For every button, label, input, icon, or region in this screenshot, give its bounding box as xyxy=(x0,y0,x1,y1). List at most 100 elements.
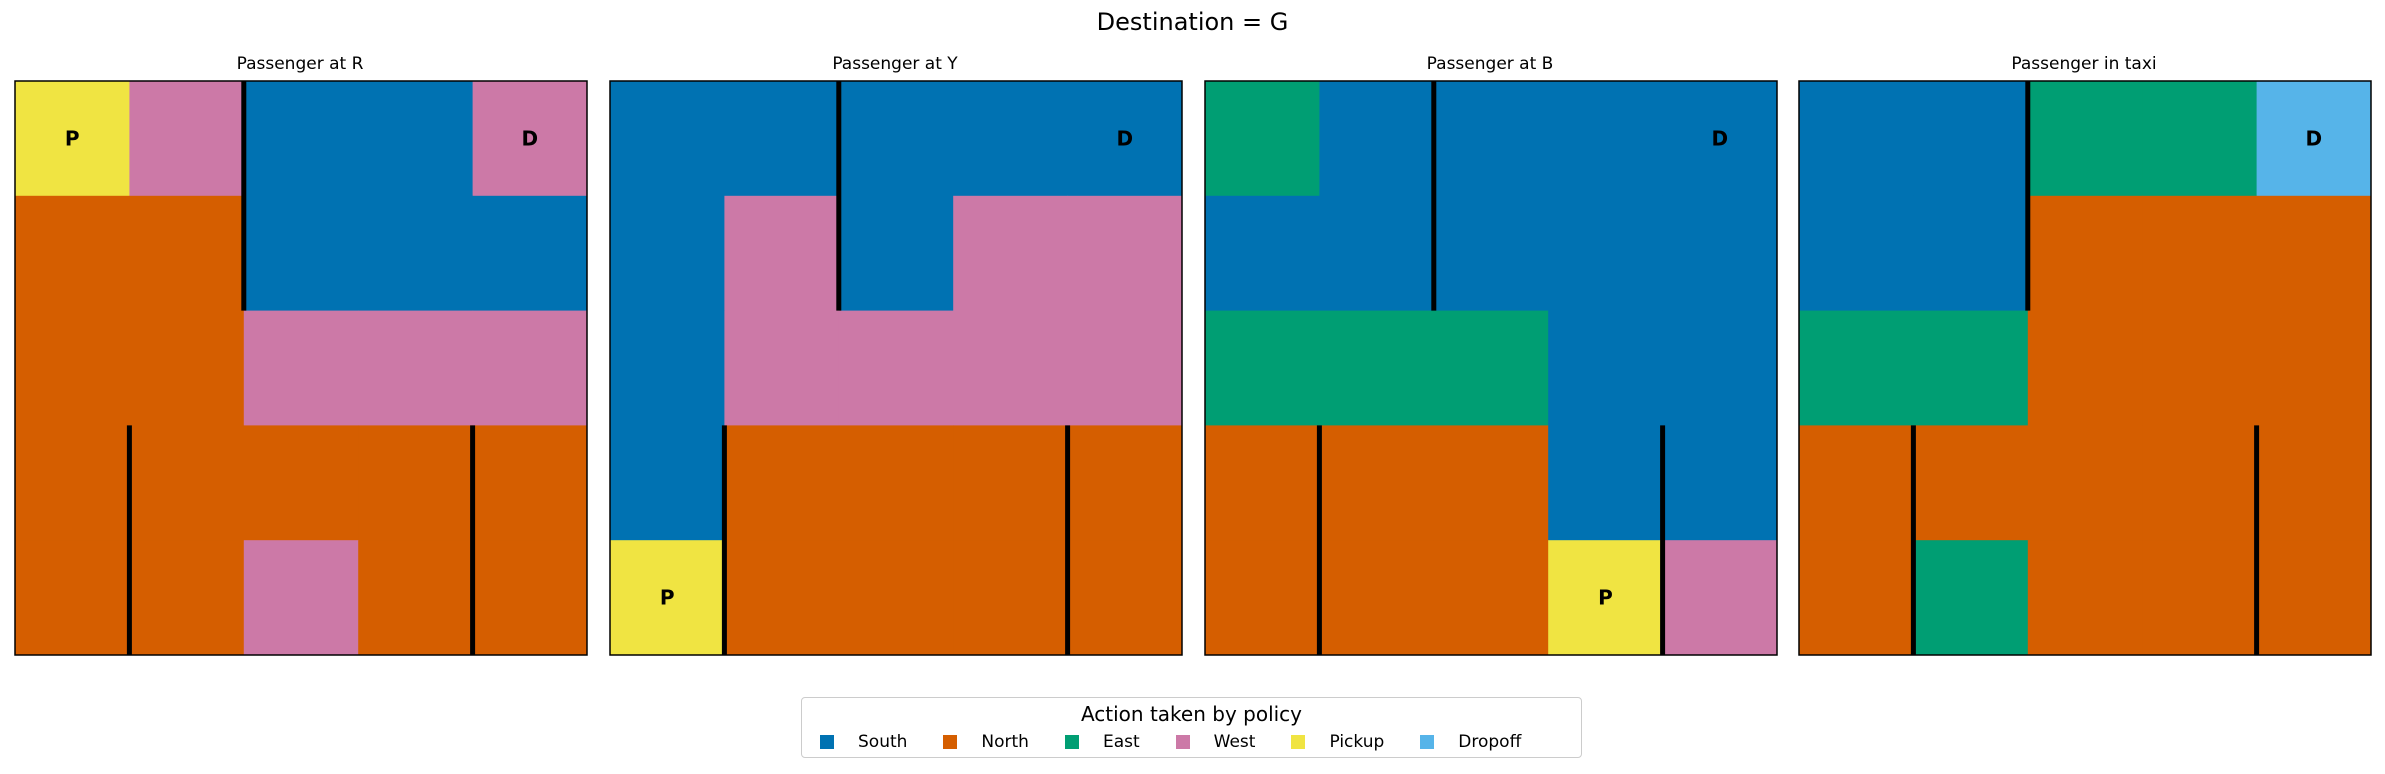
legend-swatch xyxy=(1420,735,1435,749)
cell-3-4-north xyxy=(472,425,588,541)
panel-title: Passenger at B xyxy=(1426,54,1554,74)
cell-1-3-west xyxy=(953,195,1069,312)
cell-4-2-west xyxy=(243,540,359,656)
cell-0-4-west xyxy=(472,81,588,197)
cell-0-4-south xyxy=(1662,81,1778,197)
grid-border xyxy=(1204,80,1778,656)
legend-item-dropoff: Dropoff xyxy=(1420,732,1521,752)
cell-2-3-north xyxy=(2142,310,2258,426)
cell-0-1-west xyxy=(129,81,245,197)
cell-2-4-west xyxy=(1067,310,1183,426)
cell-3-4-south xyxy=(1662,425,1778,541)
cell-1-1-west xyxy=(724,195,840,312)
cell-0-4-south xyxy=(1067,81,1183,197)
legend-label: South xyxy=(858,732,908,752)
marker-d: D xyxy=(521,126,538,150)
cell-1-4-south xyxy=(1662,195,1778,312)
cell-2-3-west xyxy=(953,310,1069,426)
cell-0-0-south xyxy=(1799,81,1914,197)
cell-2-2-west xyxy=(243,310,359,426)
cell-2-4-north xyxy=(2256,310,2372,426)
cell-1-3-south xyxy=(1548,195,1664,312)
cell-0-1-south xyxy=(724,81,840,197)
cell-1-3-south xyxy=(358,195,474,312)
cell-1-0-south xyxy=(610,195,725,312)
cell-4-3-north xyxy=(358,540,474,656)
cell-1-4-west xyxy=(1067,195,1183,312)
legend-swatch xyxy=(1064,735,1079,749)
cell-1-0-south xyxy=(1799,195,1914,312)
cell-1-0-south xyxy=(1205,195,1320,312)
marker-d: D xyxy=(1711,126,1728,150)
grid-border xyxy=(14,80,588,656)
legend-item-pickup: Pickup xyxy=(1291,732,1384,752)
cell-2-1-east xyxy=(1913,310,2029,426)
cell-3-0-north xyxy=(1799,425,1914,541)
cell-3-0-north xyxy=(1205,425,1320,541)
cell-1-4-north xyxy=(2256,195,2372,312)
cell-4-1-north xyxy=(724,540,840,656)
cell-3-1-north xyxy=(129,425,245,541)
cell-4-1-north xyxy=(129,540,245,656)
policy-grid: D xyxy=(1798,80,2372,656)
legend-swatch xyxy=(1175,735,1190,749)
cell-1-2-south xyxy=(838,195,954,312)
cell-4-0-north xyxy=(1799,540,1914,656)
cell-4-4-north xyxy=(2256,540,2372,656)
policy-grid: DP xyxy=(609,80,1183,656)
cell-0-3-south xyxy=(358,81,474,197)
cell-2-1-east xyxy=(1319,310,1435,426)
cell-0-2-south xyxy=(243,81,359,197)
cell-1-4-south xyxy=(472,195,588,312)
cell-0-1-south xyxy=(1319,81,1435,197)
cell-3-3-north xyxy=(2142,425,2258,541)
legend-label: Pickup xyxy=(1329,732,1385,752)
cell-0-1-south xyxy=(1913,81,2029,197)
legend-swatch xyxy=(820,735,834,749)
cell-3-4-north xyxy=(2256,425,2372,541)
grid-border xyxy=(1798,80,2372,656)
cell-4-4-west xyxy=(1662,540,1778,656)
cell-4-3-north xyxy=(953,540,1069,656)
cell-2-1-north xyxy=(129,310,245,426)
cell-3-3-south xyxy=(1548,425,1664,541)
cell-2-4-south xyxy=(1662,310,1778,426)
figure-title: Destination = G xyxy=(1096,8,1289,36)
legend-swatch xyxy=(943,735,958,749)
cell-4-1-north xyxy=(1319,540,1435,656)
cell-2-0-east xyxy=(1799,310,1914,426)
cell-1-2-south xyxy=(243,195,359,312)
cell-2-1-west xyxy=(724,310,840,426)
cell-4-0-north xyxy=(15,540,130,656)
legend-label: Dropoff xyxy=(1458,732,1522,752)
cell-1-1-south xyxy=(1913,195,2029,312)
panel-title: Passenger at R xyxy=(236,54,364,74)
cell-2-0-north xyxy=(15,310,130,426)
cell-2-2-west xyxy=(838,310,954,426)
legend-item-south: South xyxy=(820,732,907,752)
cell-4-3-pickup xyxy=(1548,540,1664,656)
policy-grid: DP xyxy=(1204,80,1778,656)
cell-3-0-north xyxy=(15,425,130,541)
cell-4-2-north xyxy=(2027,540,2143,656)
cell-1-2-south xyxy=(1433,195,1549,312)
marker-d: D xyxy=(1116,126,1133,150)
cell-3-0-south xyxy=(610,425,725,541)
cell-0-2-south xyxy=(838,81,954,197)
cell-0-3-south xyxy=(1548,81,1664,197)
cell-2-0-east xyxy=(1205,310,1320,426)
cell-0-0-pickup xyxy=(15,81,130,197)
legend: Action taken by policy South North East Wes… xyxy=(801,697,1582,758)
cell-1-3-north xyxy=(2142,195,2258,312)
cell-3-4-north xyxy=(1067,425,1183,541)
cell-2-4-west xyxy=(472,310,588,426)
cell-4-1-east xyxy=(1913,540,2029,656)
cell-1-1-north xyxy=(129,195,245,312)
marker-p: P xyxy=(65,126,80,150)
cell-2-2-east xyxy=(1433,310,1549,426)
cell-3-2-north xyxy=(2027,425,2143,541)
cell-0-2-south xyxy=(1433,81,1549,197)
legend-item-north: North xyxy=(943,732,1029,752)
cell-4-0-pickup xyxy=(610,540,725,656)
cell-0-4-dropoff xyxy=(2256,81,2372,197)
